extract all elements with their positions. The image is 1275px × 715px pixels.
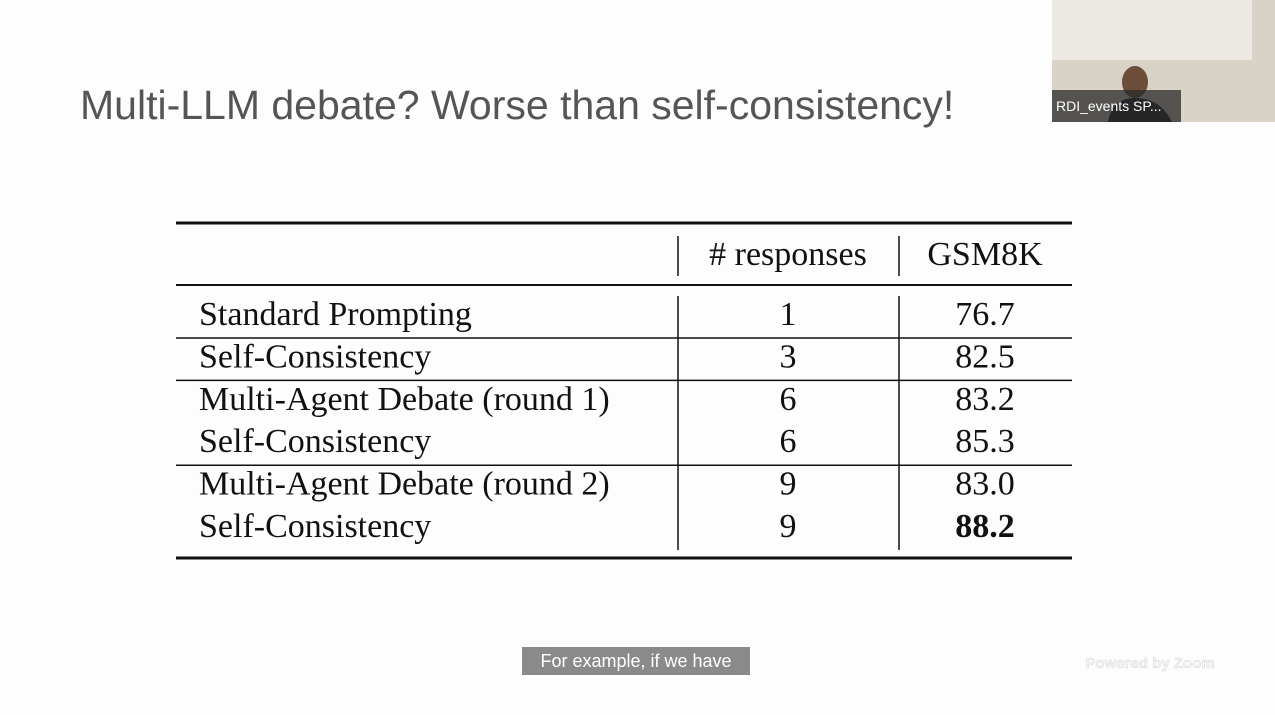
row-label: Self-Consistency [199, 338, 431, 375]
cell-score: 76.7 [955, 296, 1015, 333]
video-label: RDI_events SP... [1056, 98, 1162, 114]
row-label: Standard Prompting [199, 296, 472, 333]
cell-score: 88.2 [955, 508, 1015, 545]
cell-responses: 6 [780, 423, 797, 460]
zoom-watermark: Powered by Zoom [1085, 655, 1214, 672]
caption-box [522, 647, 750, 675]
cell-responses: 9 [780, 508, 797, 545]
results-table: # responses GSM8K Standard Prompting 1 76.… [176, 221, 1072, 560]
cell-responses: 6 [780, 381, 797, 418]
row-label: Self-Consistency [199, 423, 431, 460]
cell-score: 82.5 [955, 338, 1015, 375]
column-header: GSM8K [927, 236, 1043, 273]
projected-screen [1052, 0, 1252, 60]
cell-score: 83.0 [955, 466, 1015, 503]
row-label: Multi-Agent Debate (round 1) [199, 381, 610, 418]
cell-responses: 9 [780, 466, 797, 503]
cell-responses: 3 [780, 338, 797, 375]
cell-score: 83.2 [955, 381, 1015, 418]
video-thumbnail: RDI_events SP... [1052, 0, 1275, 122]
cell-responses: 1 [780, 296, 797, 333]
row-label: Multi-Agent Debate (round 2) [199, 466, 610, 503]
video-label-box [1052, 90, 1181, 122]
caption: For example, if we have [540, 651, 731, 671]
cell-score: 85.3 [955, 423, 1015, 460]
row-label: Self-Consistency [199, 508, 431, 545]
column-header: # responses [709, 236, 867, 273]
slide-title: Multi-LLM debate? Worse than self-consis… [80, 82, 954, 128]
